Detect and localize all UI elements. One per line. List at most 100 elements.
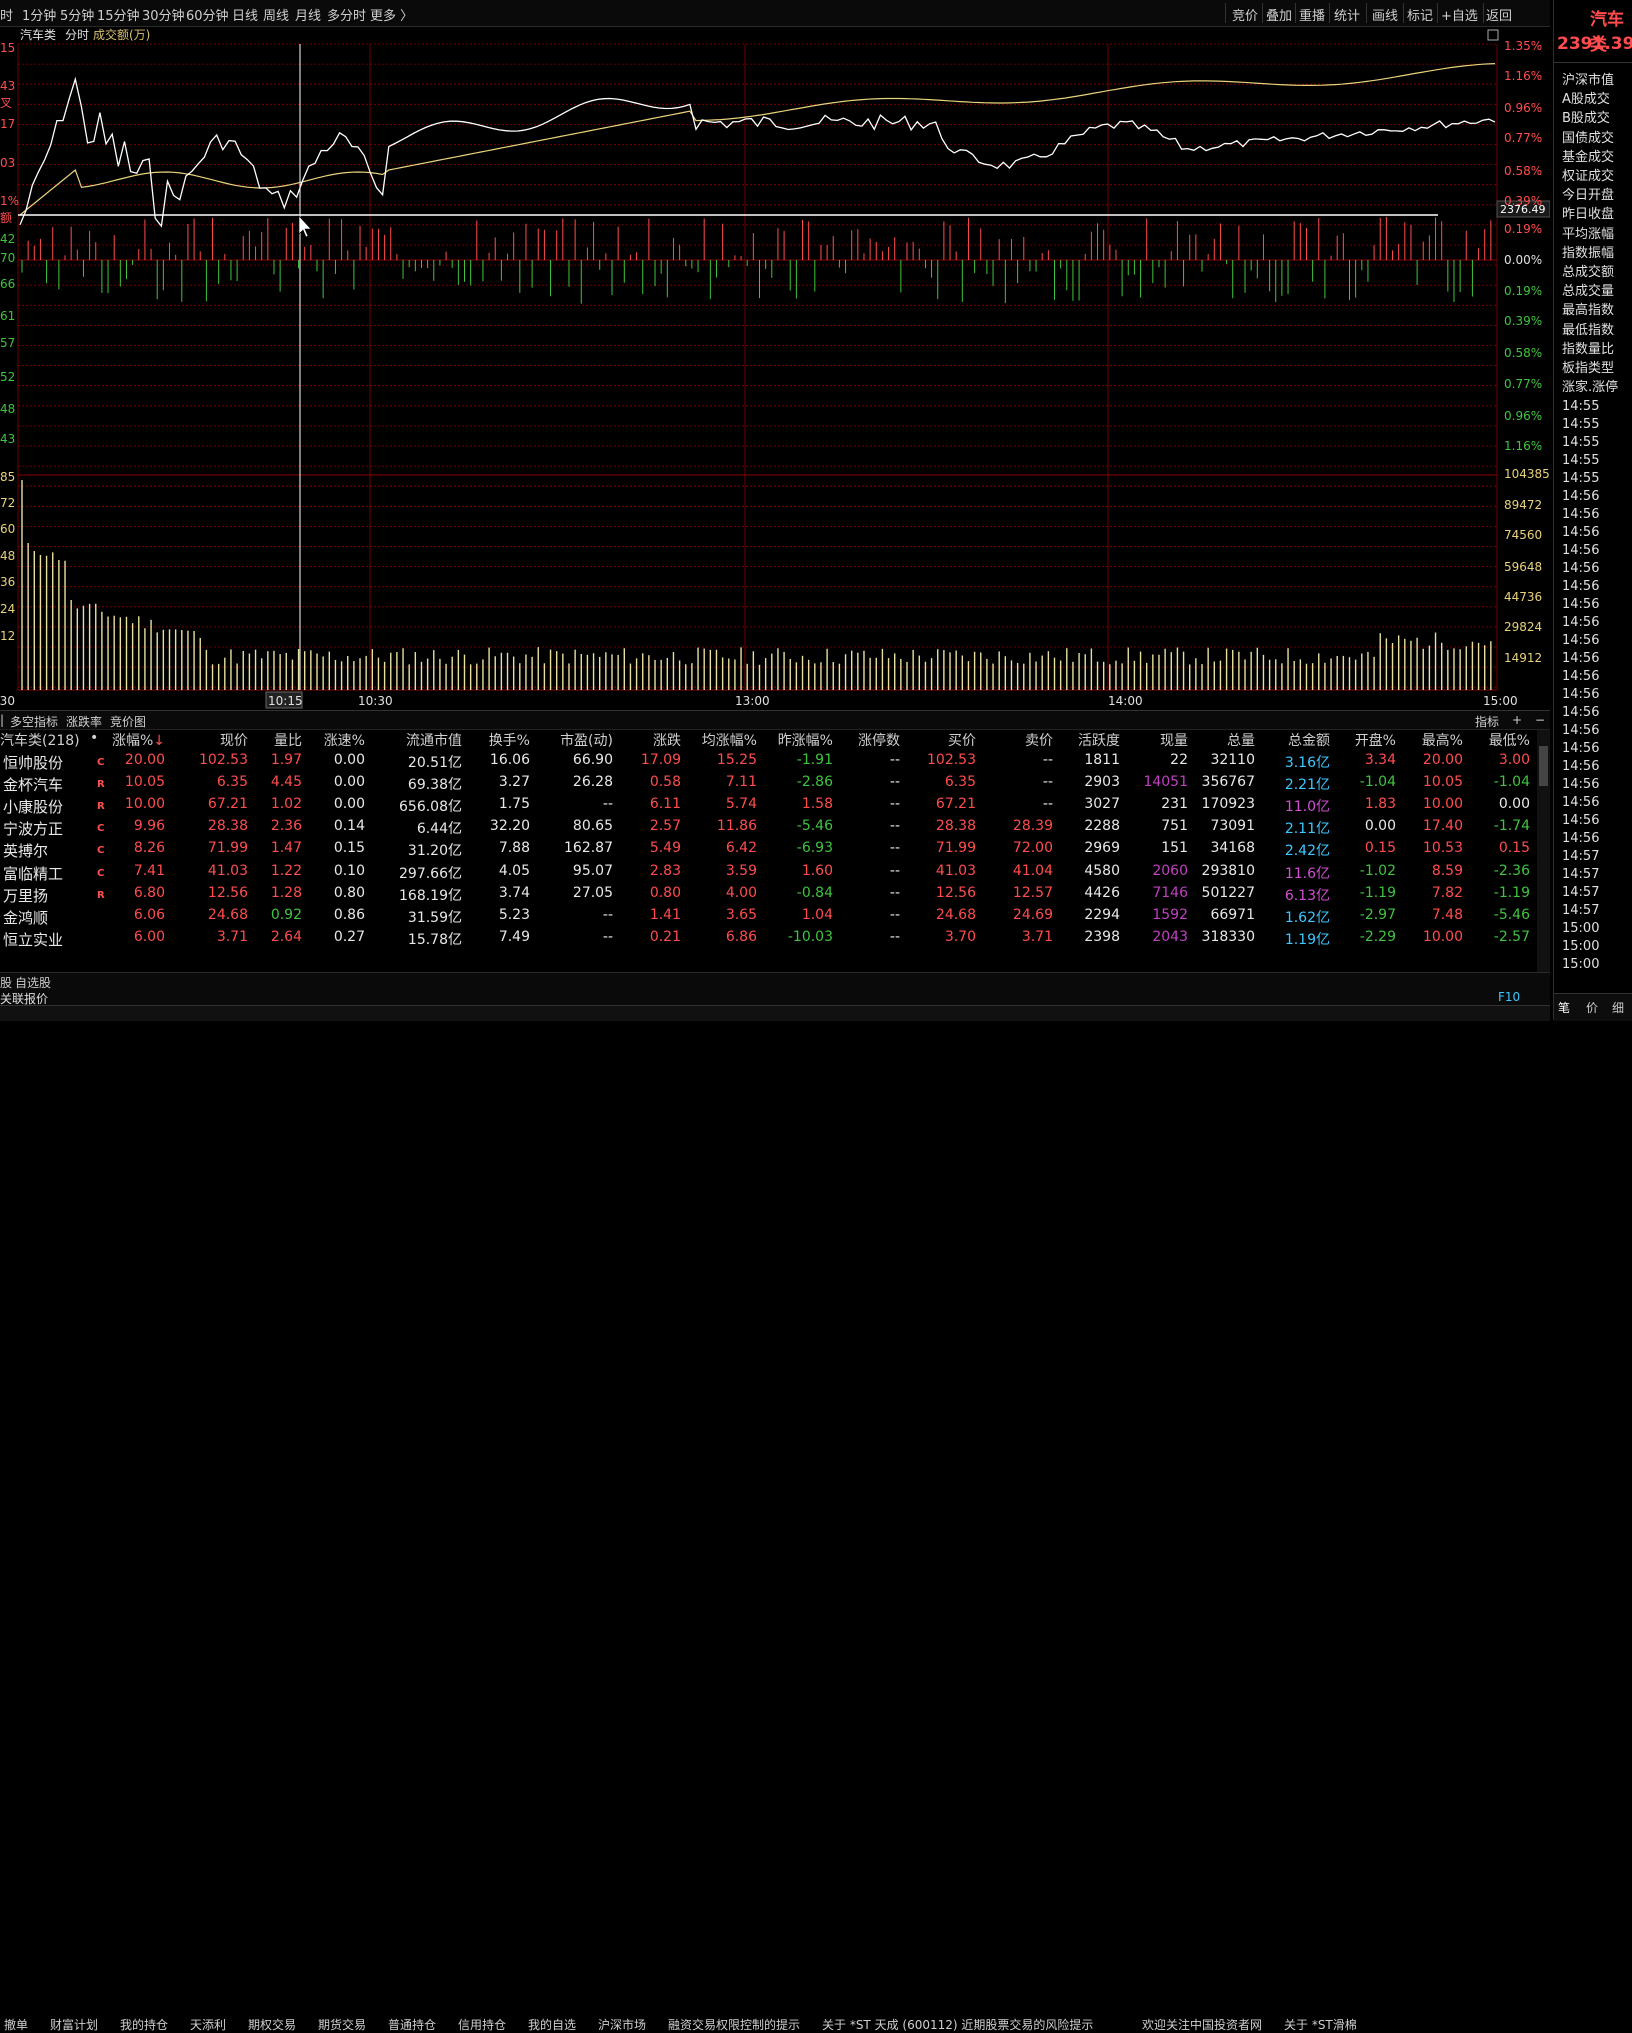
tick-time: 14:56 [1562, 723, 1600, 738]
column-header[interactable]: 总量 [1227, 733, 1255, 749]
stock-name[interactable]: 宁波方正 [3, 820, 64, 839]
right-axis-volume-label: 74560 [1504, 528, 1542, 542]
period-5min[interactable]: 5分钟 [60, 9, 95, 24]
column-header[interactable]: 涨速% [323, 733, 365, 749]
tab-watchlist[interactable]: 自选股 [15, 976, 52, 990]
panel-field-label: 权证成交 [1562, 169, 1615, 184]
zoom-out-button[interactable]: − [1535, 713, 1546, 727]
column-header[interactable]: 最低% [1488, 733, 1530, 749]
period-time[interactable]: 时 [0, 9, 14, 24]
table-cell: 0.00 [1498, 796, 1530, 813]
column-header[interactable]: 卖价 [1025, 733, 1053, 749]
table-cell: 4.45 [270, 774, 302, 791]
left-axis-label: 43 [0, 79, 15, 93]
column-header[interactable]: 流通市值 [406, 733, 462, 749]
status-item[interactable]: 融资交易权限控制的提示 [668, 2018, 801, 2032]
advance-decline-bars [21, 216, 1492, 304]
column-header[interactable]: 涨跌 [653, 733, 681, 749]
stock-tag-badge: C [97, 845, 105, 857]
table-cell: 4.05 [498, 862, 530, 879]
column-header[interactable]: 总金额 [1288, 733, 1330, 749]
status-item[interactable]: 沪深市场 [598, 2018, 647, 2032]
column-header[interactable]: 现量 [1160, 733, 1188, 749]
column-header[interactable]: 涨幅%↓ [111, 733, 165, 749]
period-multi-day[interactable]: 多分时 [327, 9, 367, 24]
subtab-auction-chart[interactable]: 竞价图 [110, 715, 147, 729]
stock-name[interactable]: 恒立实业 [3, 930, 64, 949]
column-header[interactable]: 买价 [948, 733, 976, 749]
tab-stocks[interactable]: 股 [0, 976, 13, 990]
column-header[interactable]: 现价 [220, 733, 248, 749]
auction-button[interactable]: 竞价 [1232, 9, 1259, 24]
stock-name[interactable]: 金杯汽车 [3, 776, 64, 795]
table-cell: -1.91 [796, 752, 833, 768]
column-header[interactable]: 量比 [274, 733, 302, 749]
period-15min[interactable]: 15分钟 [97, 9, 140, 24]
period-30min[interactable]: 30分钟 [142, 9, 185, 24]
period-week[interactable]: 周线 [263, 9, 290, 24]
column-header[interactable]: 换手% [488, 733, 530, 749]
column-header[interactable]: 活跃度 [1078, 733, 1120, 749]
table-cell: 3.00 [1498, 752, 1530, 768]
table-scrollbar[interactable] [1537, 730, 1550, 990]
table-cell: 10.05 [1422, 774, 1463, 791]
back-button[interactable]: 返回 [1486, 9, 1513, 24]
tab-detail[interactable]: 细 [1612, 1001, 1625, 1015]
left-axis-label: 52 [0, 370, 15, 384]
period-day[interactable]: 日线 [232, 9, 259, 24]
tab-price[interactable]: 价 [1586, 1001, 1599, 1015]
status-item[interactable]: 期货交易 [318, 2018, 367, 2032]
column-header[interactable]: 涨停数 [858, 733, 900, 749]
left-axis-label: 15 [0, 41, 15, 55]
table-cell: -- [889, 840, 900, 857]
status-item[interactable]: 撤单 [4, 2018, 29, 2032]
period-1min[interactable]: 1分钟 [22, 9, 57, 24]
status-item[interactable]: 普通持仓 [388, 2018, 437, 2032]
status-item[interactable]: 天添利 [190, 2018, 227, 2032]
stock-name[interactable]: 英搏尔 [3, 842, 49, 861]
mark-button[interactable]: 标记 [1407, 9, 1434, 24]
stock-name[interactable]: 万里扬 [3, 886, 49, 905]
scrollbar-thumb[interactable] [1539, 746, 1548, 786]
add-watchlist-button[interactable]: +自选 [1441, 9, 1478, 24]
stock-name[interactable]: 小康股份 [3, 798, 64, 817]
intraday-chart[interactable]: 2376.49 汽车类 分时 成交额(万) 15 43 叉 17 03 1% 额 42 70 66… [0, 26, 1550, 716]
period-month[interactable]: 月线 [295, 9, 322, 24]
panel-field-label: 沪深市值 [1562, 73, 1615, 88]
indicator-button[interactable]: 指标 [1475, 715, 1500, 729]
stats-button[interactable]: 统计 [1334, 9, 1361, 24]
column-header[interactable]: 昨涨幅% [777, 733, 833, 749]
table-cell: 14051 [1143, 774, 1188, 791]
column-header[interactable]: 均涨幅% [701, 733, 757, 749]
column-header[interactable]: 最高% [1421, 733, 1463, 749]
status-item[interactable]: 欢迎关注中国投资者网 [1142, 2018, 1263, 2032]
status-item[interactable]: 我的持仓 [120, 2018, 169, 2032]
subtab-long-short[interactable]: 多空指标 [10, 715, 59, 729]
column-header[interactable]: 开盘% [1354, 733, 1396, 749]
table-cell: 5.74 [725, 796, 757, 813]
column-header[interactable]: 市盈(动) [560, 733, 613, 749]
replay-button[interactable]: 重播 [1299, 9, 1326, 24]
status-item[interactable]: 关于 *ST 天成 (600112) 近期股票交易的风险提示 [822, 2018, 1094, 2032]
period-60min[interactable]: 60分钟 [186, 9, 229, 24]
period-toolbar: 时 1分钟 5分钟 15分钟 30分钟 60分钟 日线 周线 月线 多分时 更多… [0, 0, 1550, 27]
table-cell: -- [1042, 796, 1053, 813]
status-item[interactable]: 信用持仓 [458, 2018, 507, 2032]
zoom-in-button[interactable]: + [1512, 713, 1523, 727]
status-item[interactable]: 财富计划 [50, 2018, 99, 2032]
f10-button[interactable]: F10 [1498, 990, 1521, 1004]
draw-line-button[interactable]: 画线 [1372, 9, 1399, 24]
stock-name[interactable]: 金鸿顺 [3, 908, 49, 927]
stock-name[interactable]: 恒帅股份 [3, 754, 64, 772]
table-cell: 6.35 [216, 774, 248, 791]
table-cell: 6.86 [725, 928, 757, 945]
status-item[interactable]: 期权交易 [248, 2018, 297, 2032]
status-item[interactable]: 关于 *ST滑棉 [1284, 2018, 1357, 2032]
table-cell: -- [889, 796, 900, 813]
subtab-rise-fall-rate[interactable]: 涨跌率 [66, 715, 103, 729]
status-item[interactable]: 我的自选 [528, 2018, 577, 2032]
period-more[interactable]: 更多 〉 [370, 9, 414, 24]
overlay-button[interactable]: 叠加 [1266, 9, 1293, 24]
stock-name[interactable]: 富临精工 [3, 864, 64, 883]
tab-ticks[interactable]: 笔 [1558, 1001, 1571, 1015]
